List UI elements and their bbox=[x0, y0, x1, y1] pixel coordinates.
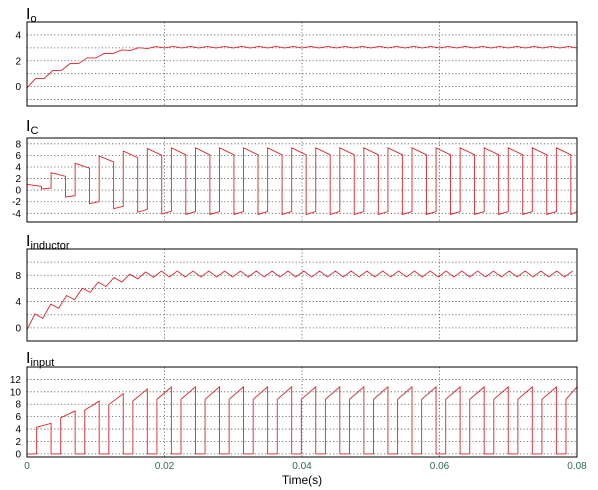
y-tick-label: 4 bbox=[15, 425, 21, 436]
x-tick-label: 0 bbox=[24, 461, 30, 472]
x-tick-label: 0.08 bbox=[567, 461, 587, 472]
y-tick-label: -4 bbox=[12, 209, 21, 220]
panel-1: Io 0 2 4 bbox=[15, 6, 578, 107]
panel-title: Io bbox=[26, 6, 37, 25]
y-tick-label: 2 bbox=[15, 174, 21, 185]
y-tick-label: 6 bbox=[15, 412, 21, 423]
y-tick-label: 12 bbox=[10, 375, 22, 386]
x-tick-label: 0.06 bbox=[430, 461, 450, 472]
panel-title: Iinput bbox=[26, 350, 54, 369]
y-tick-label: 4 bbox=[15, 297, 21, 308]
plot-frame bbox=[26, 366, 578, 458]
plot-frame bbox=[26, 137, 578, 223]
plot-frame bbox=[26, 21, 578, 107]
x-axis-label: Time(s) bbox=[282, 473, 322, 487]
series-line bbox=[26, 147, 578, 216]
y-tick-label: 0 bbox=[15, 186, 21, 197]
x-tick-label: 0.04 bbox=[292, 461, 312, 472]
y-tick-label: 4 bbox=[15, 162, 21, 173]
plot-frame bbox=[26, 248, 578, 342]
y-tick-label: -2 bbox=[12, 197, 21, 208]
series-line bbox=[26, 45, 578, 89]
y-tick-label: 8 bbox=[15, 139, 21, 150]
series-line bbox=[27, 385, 578, 455]
y-tick-label: 0 bbox=[15, 323, 21, 334]
y-tick-label: 2 bbox=[15, 56, 21, 67]
y-tick-label: 8 bbox=[15, 271, 21, 282]
y-tick-label: 4 bbox=[15, 30, 21, 41]
series-line bbox=[26, 270, 573, 331]
x-tick-label: 0.02 bbox=[155, 461, 175, 472]
y-tick-label: 2 bbox=[15, 437, 21, 448]
panel-title: IC bbox=[26, 118, 38, 137]
y-tick-label: 0 bbox=[15, 82, 21, 93]
y-tick-label: 6 bbox=[15, 151, 21, 162]
y-tick-label: 10 bbox=[10, 387, 22, 398]
y-tick-label: 8 bbox=[15, 400, 21, 411]
y-tick-label: 0 bbox=[15, 449, 21, 460]
